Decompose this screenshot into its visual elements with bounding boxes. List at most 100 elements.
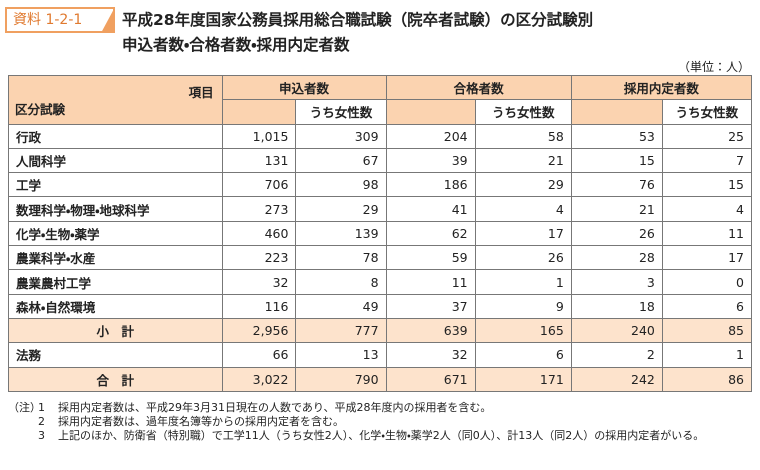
cell: 309 bbox=[295, 123, 387, 149]
cell: 1 bbox=[661, 342, 753, 368]
row-label: 小 計 bbox=[8, 317, 223, 344]
cell: 32 bbox=[221, 269, 297, 295]
cell: 25 bbox=[661, 123, 753, 149]
group-header: 採用内定者数 bbox=[570, 74, 753, 101]
cell: 28 bbox=[570, 245, 663, 271]
cell: 78 bbox=[295, 245, 387, 271]
spacer bbox=[8, 415, 38, 429]
note-text: 採用内定者数は、平成29年3月31日現在の人数であり、平成28年度内の採用者を含… bbox=[58, 401, 492, 414]
cell: 0 bbox=[661, 269, 753, 295]
cell: 186 bbox=[385, 172, 476, 198]
table-row: 行政 1,015 309 204 58 53 25 bbox=[8, 123, 753, 149]
cell: 8 bbox=[295, 269, 387, 295]
cell: 1 bbox=[474, 269, 572, 295]
row-label: 合 計 bbox=[8, 366, 223, 392]
note-text: 上記のほか、防衛省（特別職）で工学11人（うち女性2人）、化学・生物・薬学2人（… bbox=[58, 429, 705, 442]
cell: 3,022 bbox=[221, 366, 297, 392]
title: 平成28年度国家公務員採用総合職試験（院卒者試験）の区分試験別 申込者数・合格者… bbox=[122, 8, 593, 58]
table-row: 小 計 2,956 777 639 165 240 85 bbox=[8, 317, 753, 344]
cell: 273 bbox=[221, 196, 297, 222]
cell: 59 bbox=[385, 245, 476, 271]
note-number: 3 bbox=[38, 429, 45, 442]
cell: 1,015 bbox=[221, 123, 297, 149]
cell: 6 bbox=[474, 342, 572, 368]
corner-bottom: 区分試験 bbox=[15, 101, 66, 117]
cell: 671 bbox=[385, 366, 476, 392]
title-line: 申込者数・合格者数・採用内定者数 bbox=[122, 36, 350, 54]
cell: 58 bbox=[474, 123, 572, 149]
table-row: 化学・生物・薬学 460 139 62 17 26 11 bbox=[8, 220, 753, 247]
title-line: 平成28年度国家公務員採用総合職試験（院卒者試験）の区分試験別 bbox=[122, 11, 594, 29]
cell: 29 bbox=[474, 172, 572, 198]
table-row: 農業農村工学 32 8 11 1 3 0 bbox=[8, 269, 753, 295]
group-header: 申込者数 bbox=[221, 74, 387, 101]
cell: 6 bbox=[661, 293, 753, 319]
cell: 17 bbox=[661, 245, 753, 271]
cell: 131 bbox=[221, 147, 297, 174]
cell: 39 bbox=[385, 147, 476, 174]
note-number: 2 bbox=[38, 415, 45, 428]
cell: 777 bbox=[295, 317, 387, 344]
sub-header: うち女性数 bbox=[661, 99, 753, 125]
cell: 21 bbox=[474, 147, 572, 174]
cell: 41 bbox=[385, 196, 476, 222]
row-label: 工学 bbox=[8, 172, 223, 198]
cell: 639 bbox=[385, 317, 476, 344]
sub-header: うち女性数 bbox=[295, 99, 387, 125]
badge: 資料 1-2-1 bbox=[5, 7, 115, 33]
row-label: 数理科学・物理・地球科学 bbox=[8, 196, 223, 222]
cell: 26 bbox=[474, 245, 572, 271]
cell: 26 bbox=[570, 220, 663, 247]
cell: 32 bbox=[385, 342, 476, 368]
table-row: 農業科学・水産 223 78 59 26 28 17 bbox=[8, 245, 753, 271]
cell: 53 bbox=[570, 123, 663, 149]
row-label: 農業農村工学 bbox=[8, 269, 223, 295]
cell: 4 bbox=[474, 196, 572, 222]
cell: 49 bbox=[295, 293, 387, 319]
cell: 11 bbox=[661, 220, 753, 247]
cell: 86 bbox=[661, 366, 753, 392]
cell: 62 bbox=[385, 220, 476, 247]
note-text: 採用内定者数は、過年度名簿等からの採用内定者を含む。 bbox=[58, 415, 344, 428]
cell: 76 bbox=[570, 172, 663, 198]
note: 3 上記のほか、防衛省（特別職）で工学11人（うち女性2人）、化学・生物・薬学2人… bbox=[8, 429, 752, 443]
table-row: 数理科学・物理・地球科学 273 29 41 4 21 4 bbox=[8, 196, 753, 222]
cell: 2,956 bbox=[221, 317, 297, 344]
cell: 223 bbox=[221, 245, 297, 271]
cell: 66 bbox=[221, 342, 297, 368]
row-label: 農業科学・水産 bbox=[8, 245, 223, 271]
cell: 4 bbox=[661, 196, 753, 222]
cell: 9 bbox=[474, 293, 572, 319]
cell: 139 bbox=[295, 220, 387, 247]
spacer bbox=[221, 99, 297, 125]
table-row: 合 計 3,022 790 671 171 242 86 bbox=[8, 366, 753, 392]
corner-top: 項目 bbox=[188, 85, 214, 100]
spacer bbox=[8, 429, 38, 443]
cell: 171 bbox=[474, 366, 572, 392]
row-label: 化学・生物・薬学 bbox=[8, 220, 223, 247]
table-row: 森林・自然環境 116 49 37 9 18 6 bbox=[8, 293, 753, 319]
cell: 85 bbox=[661, 317, 753, 344]
cell: 165 bbox=[474, 317, 572, 344]
cell: 460 bbox=[221, 220, 297, 247]
note: 2 採用内定者数は、過年度名簿等からの採用内定者を含む。 bbox=[8, 415, 752, 429]
cell: 116 bbox=[221, 293, 297, 319]
table-row: 法務 66 13 32 6 2 1 bbox=[8, 342, 753, 368]
cell: 3 bbox=[570, 269, 663, 295]
cell: 15 bbox=[570, 147, 663, 174]
cell: 240 bbox=[570, 317, 663, 344]
row-label: 森林・自然環境 bbox=[8, 293, 223, 319]
row-label: 人間科学 bbox=[8, 147, 223, 174]
notes: （注） 1 採用内定者数は、平成29年3月31日現在の人数であり、平成28年度内の採… bbox=[8, 401, 752, 443]
table-body: 行政 1,015 309 204 58 53 25 人間科学 131 67 39 21 15 7 工学 706… bbox=[8, 123, 753, 392]
cell: 7 bbox=[661, 147, 753, 174]
row-label: 行政 bbox=[8, 123, 223, 149]
cell: 706 bbox=[221, 172, 297, 198]
table-row: 工学 706 98 186 29 76 15 bbox=[8, 172, 753, 198]
row-label: 法務 bbox=[8, 342, 223, 368]
corner-cell: 項目 区分試験 bbox=[8, 75, 223, 125]
cell: 13 bbox=[295, 342, 387, 368]
cell: 15 bbox=[661, 172, 753, 198]
sub-header: うち女性数 bbox=[474, 99, 572, 125]
cell: 204 bbox=[385, 123, 476, 149]
